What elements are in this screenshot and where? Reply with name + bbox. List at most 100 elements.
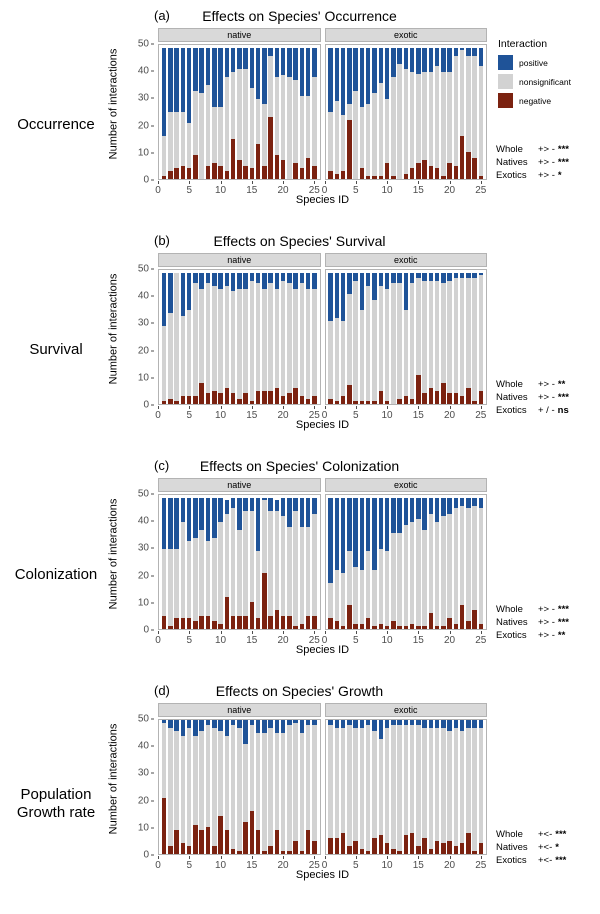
stacked-bar[interactable] — [416, 272, 421, 404]
stacked-bar[interactable] — [403, 497, 409, 629]
stacked-bar[interactable] — [441, 720, 446, 854]
stacked-bar[interactable] — [293, 720, 298, 854]
stacked-bar[interactable] — [293, 47, 298, 179]
stacked-bar[interactable] — [230, 272, 236, 404]
stacked-bar[interactable] — [478, 720, 484, 854]
stacked-bar[interactable] — [293, 497, 298, 629]
stacked-bar[interactable] — [280, 272, 286, 404]
stacked-bar[interactable] — [365, 497, 371, 629]
stacked-bar[interactable] — [434, 720, 440, 854]
stacked-bar[interactable] — [328, 272, 333, 404]
stacked-bar[interactable] — [224, 720, 230, 854]
stacked-bar[interactable] — [384, 272, 390, 404]
stacked-bar[interactable] — [268, 47, 273, 179]
stacked-bar[interactable] — [353, 47, 358, 179]
stacked-bar[interactable] — [243, 497, 248, 629]
stacked-bar[interactable] — [237, 272, 242, 404]
stacked-bar[interactable] — [218, 47, 223, 179]
stacked-bar[interactable] — [237, 47, 242, 179]
stacked-bar[interactable] — [230, 47, 236, 179]
stacked-bar[interactable] — [274, 47, 280, 179]
stacked-bar[interactable] — [447, 47, 452, 179]
stacked-bar[interactable] — [466, 272, 471, 404]
stacked-bar[interactable] — [299, 720, 305, 854]
stacked-bar[interactable] — [359, 720, 365, 854]
stacked-bar[interactable] — [365, 272, 371, 404]
stacked-bar[interactable] — [249, 272, 255, 404]
stacked-bar[interactable] — [459, 720, 465, 854]
stacked-bar[interactable] — [230, 497, 236, 629]
stacked-bar[interactable] — [255, 272, 261, 404]
stacked-bar[interactable] — [365, 720, 371, 854]
stacked-bar[interactable] — [422, 497, 427, 629]
stacked-bar[interactable] — [161, 720, 167, 854]
stacked-bar[interactable] — [262, 47, 267, 179]
stacked-bar[interactable] — [305, 497, 311, 629]
stacked-bar[interactable] — [186, 497, 192, 629]
stacked-bar[interactable] — [466, 497, 471, 629]
stacked-bar[interactable] — [353, 272, 358, 404]
stacked-bar[interactable] — [328, 47, 333, 179]
stacked-bar[interactable] — [466, 720, 471, 854]
stacked-bar[interactable] — [365, 47, 371, 179]
stacked-bar[interactable] — [168, 272, 173, 404]
stacked-bar[interactable] — [447, 497, 452, 629]
stacked-bar[interactable] — [391, 272, 396, 404]
stacked-bar[interactable] — [340, 272, 346, 404]
stacked-bar[interactable] — [212, 497, 217, 629]
stacked-bar[interactable] — [268, 272, 273, 404]
stacked-bar[interactable] — [218, 720, 223, 854]
stacked-bar[interactable] — [378, 272, 383, 404]
stacked-bar[interactable] — [334, 720, 340, 854]
stacked-bar[interactable] — [334, 47, 340, 179]
stacked-bar[interactable] — [255, 720, 261, 854]
stacked-bar[interactable] — [441, 47, 446, 179]
stacked-bar[interactable] — [434, 47, 440, 179]
stacked-bar[interactable] — [161, 47, 167, 179]
stacked-bar[interactable] — [161, 497, 167, 629]
stacked-bar[interactable] — [391, 720, 396, 854]
stacked-bar[interactable] — [287, 47, 292, 179]
stacked-bar[interactable] — [384, 47, 390, 179]
stacked-bar[interactable] — [274, 272, 280, 404]
stacked-bar[interactable] — [312, 272, 317, 404]
stacked-bar[interactable] — [409, 272, 415, 404]
stacked-bar[interactable] — [409, 720, 415, 854]
stacked-bar[interactable] — [180, 272, 186, 404]
stacked-bar[interactable] — [340, 720, 346, 854]
stacked-bar[interactable] — [305, 272, 311, 404]
stacked-bar[interactable] — [293, 272, 298, 404]
stacked-bar[interactable] — [249, 720, 255, 854]
stacked-bar[interactable] — [180, 497, 186, 629]
stacked-bar[interactable] — [161, 272, 167, 404]
stacked-bar[interactable] — [372, 720, 377, 854]
stacked-bar[interactable] — [347, 272, 352, 404]
stacked-bar[interactable] — [218, 497, 223, 629]
stacked-bar[interactable] — [199, 47, 204, 179]
stacked-bar[interactable] — [359, 497, 365, 629]
stacked-bar[interactable] — [243, 272, 248, 404]
stacked-bar[interactable] — [378, 497, 383, 629]
stacked-bar[interactable] — [230, 720, 236, 854]
stacked-bar[interactable] — [243, 720, 248, 854]
stacked-bar[interactable] — [359, 47, 365, 179]
stacked-bar[interactable] — [428, 272, 434, 404]
stacked-bar[interactable] — [255, 497, 261, 629]
stacked-bar[interactable] — [403, 47, 409, 179]
stacked-bar[interactable] — [409, 497, 415, 629]
stacked-bar[interactable] — [199, 720, 204, 854]
stacked-bar[interactable] — [299, 497, 305, 629]
stacked-bar[interactable] — [205, 497, 211, 629]
stacked-bar[interactable] — [268, 720, 273, 854]
stacked-bar[interactable] — [212, 272, 217, 404]
stacked-bar[interactable] — [340, 497, 346, 629]
stacked-bar[interactable] — [422, 272, 427, 404]
stacked-bar[interactable] — [397, 720, 402, 854]
stacked-bar[interactable] — [249, 497, 255, 629]
stacked-bar[interactable] — [453, 47, 459, 179]
stacked-bar[interactable] — [328, 720, 333, 854]
stacked-bar[interactable] — [453, 497, 459, 629]
stacked-bar[interactable] — [312, 47, 317, 179]
stacked-bar[interactable] — [224, 500, 230, 629]
stacked-bar[interactable] — [205, 720, 211, 854]
